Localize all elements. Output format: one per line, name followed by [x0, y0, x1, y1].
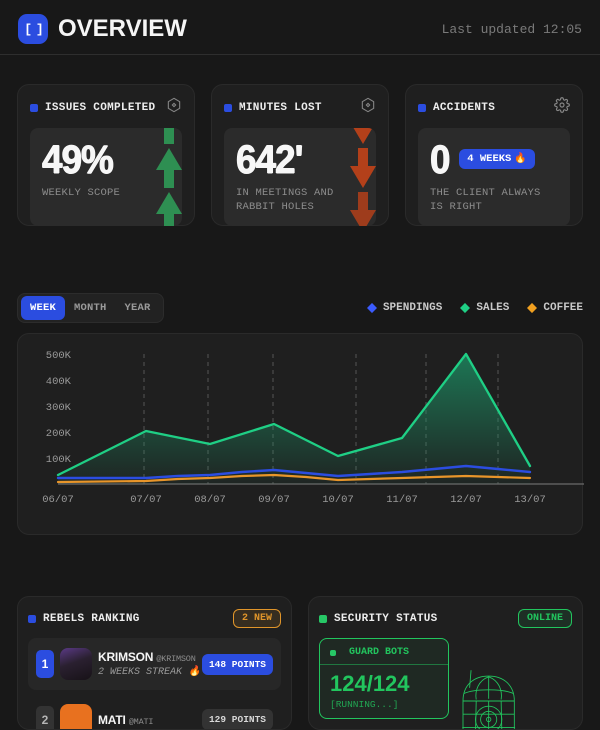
svg-text:06/07: 06/07	[42, 494, 74, 506]
svg-text:11/07: 11/07	[386, 494, 418, 506]
svg-text:13/07: 13/07	[514, 494, 546, 506]
svg-text:07/07: 07/07	[130, 494, 162, 506]
svg-text:12/07: 12/07	[450, 494, 482, 506]
svg-text:09/07: 09/07	[258, 494, 290, 506]
svg-text:500K: 500K	[46, 350, 72, 362]
svg-text:400K: 400K	[46, 376, 72, 388]
svg-text:200K: 200K	[46, 428, 72, 440]
svg-text:300K: 300K	[46, 402, 72, 414]
svg-text:10/07: 10/07	[322, 494, 354, 506]
svg-text:100K: 100K	[46, 454, 72, 466]
svg-text:08/07: 08/07	[194, 494, 226, 506]
